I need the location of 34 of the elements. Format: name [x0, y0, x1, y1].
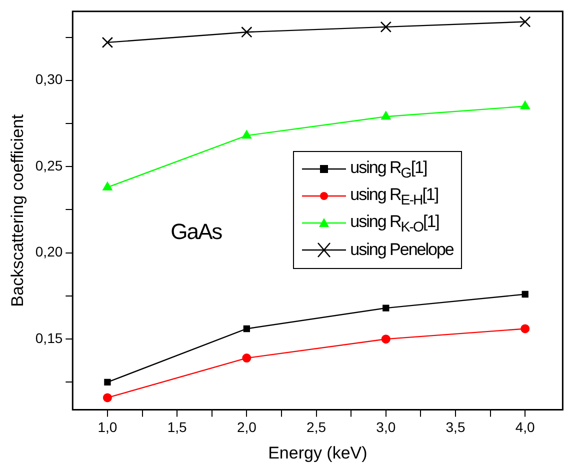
point: [104, 378, 111, 386]
point: [241, 26, 252, 38]
y-tick-label: 0,25: [35, 157, 63, 174]
x-tick-label: 3,0: [376, 419, 396, 436]
point: [243, 325, 250, 332]
x-axis-title: Energy (keV): [268, 443, 368, 462]
x-tick-label: 1,0: [98, 419, 118, 436]
point: [380, 21, 392, 33]
legend-label: using R$_{K-O}$[1]: [350, 212, 439, 236]
y-axis-title: Backscattering coefficient: [8, 114, 27, 307]
y-tick-label: 0,30: [35, 71, 63, 88]
legend-label: using R$_{G}$[1]: [350, 158, 427, 182]
point: [242, 130, 252, 139]
legend-label: using R$_{E-H}$[1]: [350, 184, 438, 208]
x-tick-label: 3,5: [446, 419, 466, 436]
x-tick-label: 2,0: [236, 419, 257, 436]
legend-label: using Penelope: [350, 240, 454, 260]
x-tick-label: 2,5: [306, 419, 326, 436]
point: [520, 100, 530, 110]
point: [242, 354, 252, 363]
y-tick-label: 0,15: [35, 330, 63, 346]
point: [102, 393, 112, 402]
y-tick-label: 0,20: [35, 244, 63, 260]
point: [102, 36, 114, 48]
point: [382, 304, 390, 312]
point: [520, 324, 530, 334]
point: [102, 182, 112, 190]
annotation: GaAs: [170, 218, 222, 245]
x-tick-label: 1,5: [167, 419, 188, 436]
x-tick-label: 4,0: [515, 419, 536, 436]
point: [520, 16, 531, 28]
point: [381, 334, 390, 344]
point: [522, 290, 528, 298]
point: [381, 111, 391, 120]
